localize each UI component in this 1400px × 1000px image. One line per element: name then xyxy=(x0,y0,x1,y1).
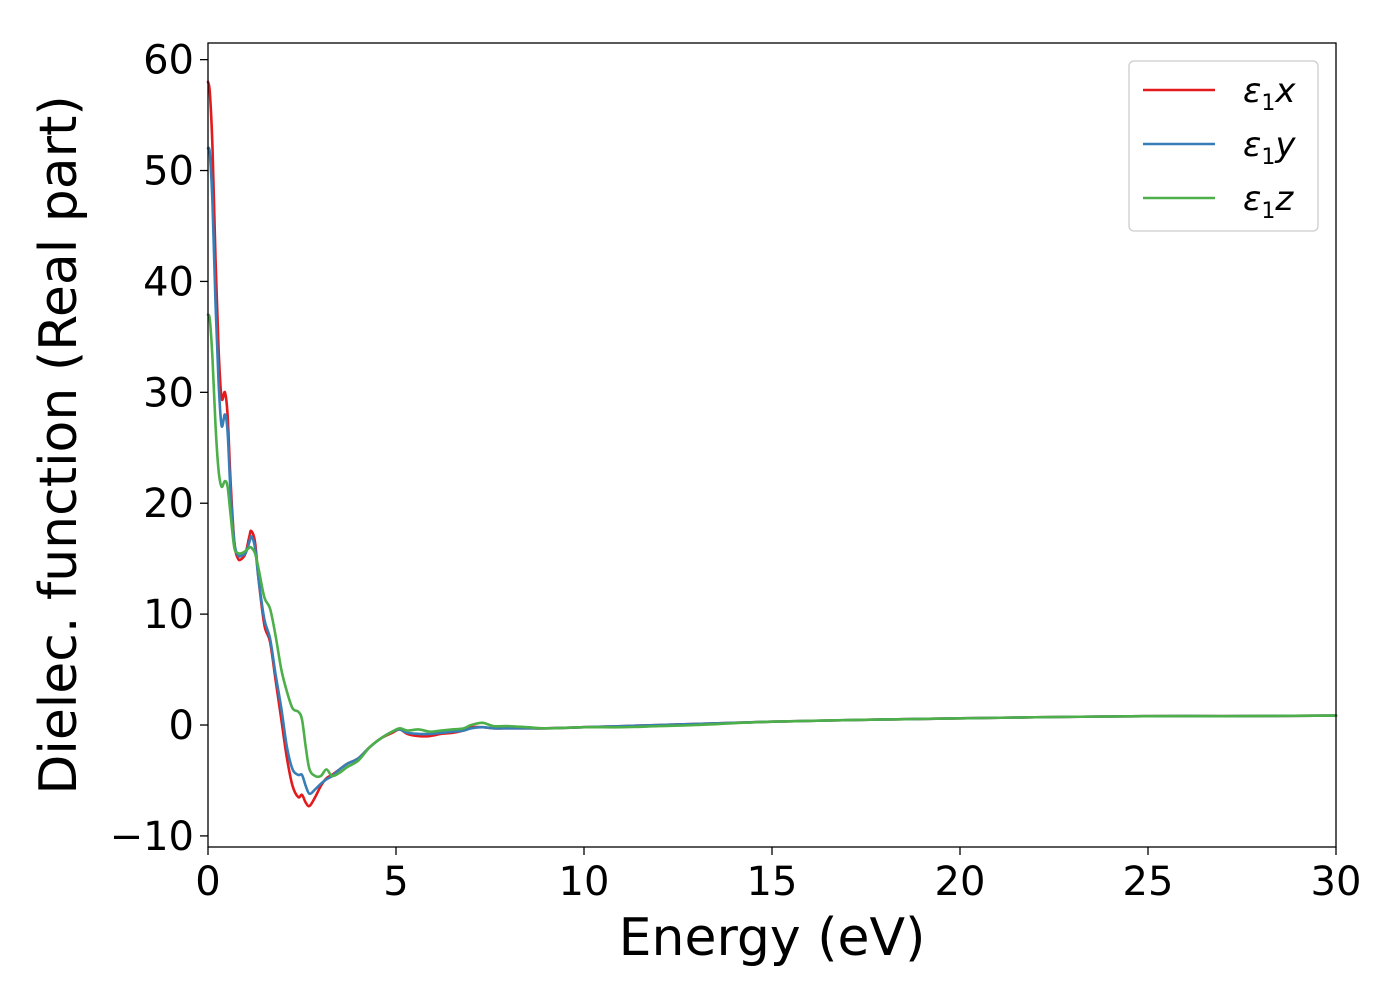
legend-symbol: ε xyxy=(1243,179,1261,219)
legend-label: ε1y xyxy=(1243,125,1296,170)
x-tick-label: 10 xyxy=(559,859,610,905)
y-tick-label: 30 xyxy=(143,370,194,416)
x-tick-label: 30 xyxy=(1311,859,1362,905)
legend-symbol: ε xyxy=(1243,71,1261,111)
legend-label: ε1z xyxy=(1243,179,1294,224)
legend-entry: ε1x xyxy=(1143,71,1296,116)
x-axis: 0 5 10 15 20 25 30 xyxy=(195,847,1361,905)
x-tick-label: 25 xyxy=(1123,859,1174,905)
y-tick-label: 10 xyxy=(143,592,194,638)
x-tick-label: 15 xyxy=(747,859,798,905)
legend-entry: ε1y xyxy=(1143,125,1296,170)
series-layer xyxy=(206,80,1338,808)
y-tick-label: 50 xyxy=(143,149,194,195)
legend-subscript: 1 xyxy=(1261,145,1275,170)
legend-subscript: 1 xyxy=(1261,199,1275,224)
y-axis: −10 0 10 20 30 40 50 60 xyxy=(110,38,208,860)
legend-box xyxy=(1128,60,1319,232)
y-tick-label: 0 xyxy=(169,703,194,749)
legend-label: ε1x xyxy=(1243,71,1296,116)
y-axis-label: Dielec. function (Real part) xyxy=(29,95,89,794)
series-line-z xyxy=(206,313,1338,779)
y-tick-label: 60 xyxy=(143,38,194,84)
y-tick-label: −10 xyxy=(110,814,194,860)
y-tick-label: 20 xyxy=(143,481,194,527)
x-tick-label: 5 xyxy=(383,859,408,905)
legend-axis: y xyxy=(1274,125,1296,165)
x-axis-label: Energy (eV) xyxy=(619,908,926,968)
legend-subscript: 1 xyxy=(1261,91,1275,116)
legend-axis: x xyxy=(1274,71,1296,111)
legend-entry: ε1z xyxy=(1143,179,1294,224)
legend-axis: z xyxy=(1274,179,1294,219)
x-tick-label: 20 xyxy=(935,859,986,905)
y-tick-label: 40 xyxy=(143,259,194,305)
legend-symbol: ε xyxy=(1243,125,1261,165)
x-tick-label: 0 xyxy=(195,859,220,905)
